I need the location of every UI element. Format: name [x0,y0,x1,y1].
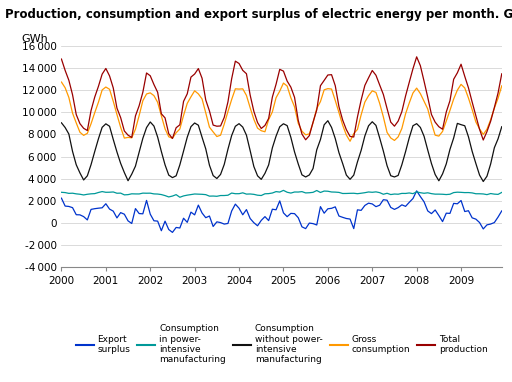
Text: GWh: GWh [22,34,49,44]
Legend: Export
surplus, Consumption
in power-
intensive
manufacturing, Consumption
witho: Export surplus, Consumption in power- in… [72,320,491,368]
Text: Production, consumption and export surplus of electric energy per month. GWh: Production, consumption and export surpl… [5,8,512,21]
